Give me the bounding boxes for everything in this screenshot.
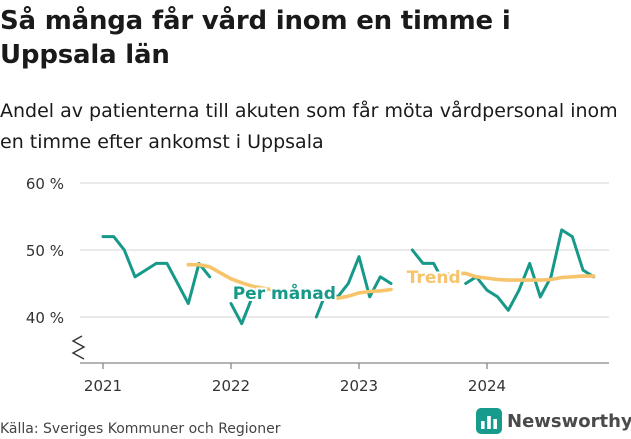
series-line-trend: [442, 271, 596, 282]
y-tick-label: 60 %: [26, 175, 64, 193]
line-chart: 40 % 50 % 60 % 2021 2022 2023 2024 Per månad Tre…: [26, 175, 609, 395]
axis-break-icon: [71, 335, 86, 360]
x-tick-label: 2021: [84, 377, 122, 395]
series-label: Trend: [407, 268, 461, 288]
brand-logo: Newsworthy: [476, 408, 631, 434]
y-tick-label: 50 %: [26, 242, 64, 260]
x-tick-label: 2022: [212, 377, 250, 395]
series-line-trend: [186, 262, 393, 300]
chart-title: Så många får vård inom en timme i Uppsal…: [0, 6, 511, 70]
source-note: Källa: Sveriges Kommuner och Regioner: [0, 421, 281, 437]
series-line-per-manad: [101, 235, 212, 306]
series-line-per-manad: [314, 255, 393, 319]
brand-name: Newsworthy: [507, 410, 631, 432]
chart-subtitle: Andel av patienterna till akuten som får…: [0, 100, 618, 153]
series-line-per-manad: [229, 295, 254, 326]
x-tick-label: 2024: [468, 377, 506, 395]
series-line-per-manad: [410, 248, 446, 285]
newsworthy-logo-icon: [476, 408, 502, 434]
series-label: Per månad: [233, 282, 336, 304]
x-tick-label: 2023: [340, 377, 378, 395]
series-line-per-manad: [464, 228, 596, 312]
y-tick-label: 40 %: [26, 309, 64, 327]
